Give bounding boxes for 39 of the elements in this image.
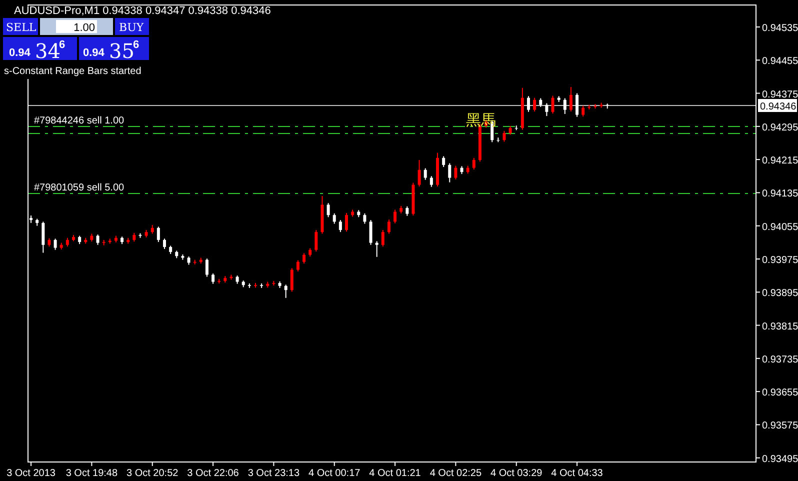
x-tick-label: 3 Oct 2013 — [6, 468, 56, 479]
annotation: 0.94 — [9, 47, 32, 59]
x-tick-label: 3 Oct 20:52 — [126, 468, 179, 479]
x-tick-label: 4 Oct 02:25 — [430, 468, 482, 479]
x-tick-label: 4 Oct 01:21 — [369, 468, 422, 479]
annotation: 0.94 — [83, 47, 106, 59]
annotation: 黑馬 — [466, 112, 496, 129]
y-tick-label: 0.93735 — [762, 354, 798, 366]
x-tick-label: 4 Oct 03:29 — [490, 468, 543, 479]
ref-line-label: 0.94346 — [760, 102, 797, 112]
ref-line-label: #79801059 sell 5.00 — [34, 182, 125, 194]
y-tick-label: 0.93975 — [762, 254, 798, 266]
annotation: BUY — [119, 21, 144, 34]
x-tick-label: 4 Oct 04:33 — [551, 468, 604, 479]
y-tick-label: 0.94055 — [762, 222, 798, 233]
chart-title: AUDUSD-Pro,M1 0.94338 0.94347 0.94338 0.94346 — [14, 5, 271, 17]
y-tick-label: 0.94215 — [762, 156, 798, 167]
y-tick-label: 0.93895 — [762, 288, 798, 300]
y-tick-label: 0.94535 — [762, 22, 798, 34]
annotation: 35 — [109, 39, 134, 63]
annotation: 6 — [59, 39, 66, 51]
y-tick-label: 0.94455 — [762, 56, 798, 68]
x-tick-label: 3 Oct 19:48 — [66, 468, 118, 479]
x-tick-label: 4 Oct 00:17 — [308, 468, 361, 479]
x-tick-label: 3 Oct 23:13 — [248, 468, 300, 479]
y-tick-label: 0.94295 — [762, 122, 798, 134]
ref-line-label: #79844246 sell 1.00 — [34, 116, 125, 126]
annotation: 1.00 — [74, 22, 95, 34]
annotation: SELL — [6, 21, 37, 34]
annotation: s-Constant Range Bars started — [4, 66, 142, 77]
y-tick-label: 0.93655 — [762, 388, 798, 399]
y-tick-label: 0.93495 — [762, 454, 798, 465]
y-tick-label: 0.93575 — [762, 420, 798, 432]
y-tick-label: 0.93815 — [762, 321, 798, 332]
annotation: 6 — [133, 39, 140, 51]
y-tick-label: 0.94375 — [762, 89, 798, 100]
annotation: 34 — [35, 39, 60, 63]
y-tick-label: 0.94135 — [762, 188, 798, 200]
x-tick-label: 3 Oct 22:06 — [187, 468, 240, 479]
